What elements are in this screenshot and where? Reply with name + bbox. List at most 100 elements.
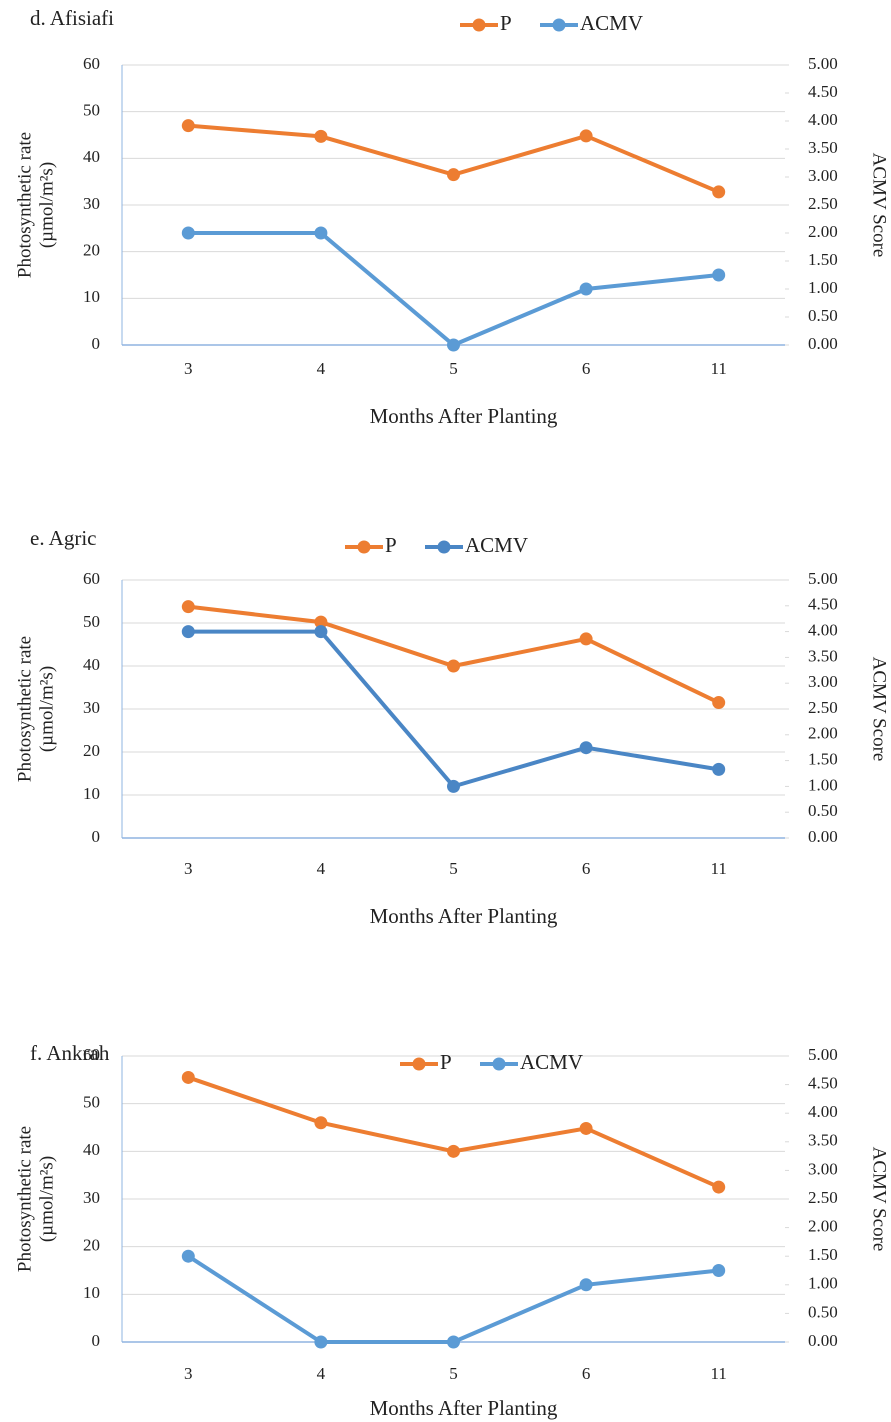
page: d. Afisiafi01020304050600.000.501.001.50… [0, 0, 891, 1422]
y2-tick-label: 5.00 [808, 54, 838, 73]
y-tick-label: 10 [83, 784, 100, 803]
data-point [580, 1278, 593, 1291]
y-tick-label: 20 [83, 1236, 100, 1255]
y2-tick-label: 0.00 [808, 1331, 838, 1350]
data-point [580, 1122, 593, 1135]
x-tick-label: 11 [711, 859, 727, 878]
data-point [182, 600, 195, 613]
y2-tick-label: 2.50 [808, 1188, 838, 1207]
legend-label: P [385, 533, 397, 557]
y2-tick-label: 0.50 [808, 801, 838, 820]
y2-tick-label: 5.00 [808, 569, 838, 588]
y2-tick-label: 0.50 [808, 306, 838, 325]
y-axis-title: (µmol/m²s) [36, 1156, 57, 1242]
legend-label: ACMV [520, 1050, 583, 1074]
data-point [314, 1116, 327, 1129]
x-tick-label: 4 [317, 1364, 326, 1383]
data-point [712, 696, 725, 709]
x-tick-label: 5 [449, 1364, 458, 1383]
x-tick-label: 6 [582, 1364, 591, 1383]
y-tick-label: 20 [83, 741, 100, 760]
y2-tick-label: 4.50 [808, 82, 838, 101]
data-point [182, 1250, 195, 1263]
y2-axis-title: ACMV Score [869, 657, 890, 762]
y-tick-label: 30 [83, 194, 100, 213]
legend-marker [553, 19, 566, 32]
x-tick-label: 5 [449, 859, 458, 878]
data-point [314, 130, 327, 143]
x-axis-title: Months After Planting [370, 904, 558, 928]
y-tick-label: 10 [83, 287, 100, 306]
data-point [447, 1145, 460, 1158]
y-axis-title: Photosynthetic rate [14, 132, 35, 278]
x-tick-label: 3 [184, 359, 193, 378]
y-tick-label: 50 [83, 612, 100, 631]
y2-tick-label: 1.50 [808, 750, 838, 769]
data-point [712, 1181, 725, 1194]
y2-tick-label: 0.00 [808, 334, 838, 353]
legend-marker [493, 1058, 506, 1071]
y2-tick-label: 4.00 [808, 110, 838, 129]
y-axis-title: Photosynthetic rate [14, 1126, 35, 1272]
y2-tick-label: 3.00 [808, 1159, 838, 1178]
x-tick-label: 6 [582, 359, 591, 378]
data-point [712, 763, 725, 776]
data-point [447, 168, 460, 181]
y2-tick-label: 0.50 [808, 1302, 838, 1321]
y2-axis-title: ACMV Score [869, 153, 890, 258]
legend-marker [473, 19, 486, 32]
series-line [188, 1077, 718, 1187]
y-tick-label: 50 [83, 101, 100, 120]
legend-label: ACMV [580, 11, 643, 35]
data-point [712, 269, 725, 282]
x-tick-label: 4 [317, 859, 326, 878]
y-tick-label: 30 [83, 1188, 100, 1207]
y2-tick-label: 2.00 [808, 222, 838, 241]
y-tick-label: 60 [83, 569, 100, 588]
y-tick-label: 20 [83, 241, 100, 260]
y-tick-label: 40 [83, 147, 100, 166]
y2-tick-label: 3.50 [808, 138, 838, 157]
data-point [314, 625, 327, 638]
data-point [314, 227, 327, 240]
series-line [188, 233, 718, 345]
y2-tick-label: 0.00 [808, 827, 838, 846]
y2-tick-label: 1.50 [808, 1245, 838, 1264]
x-tick-label: 11 [711, 359, 727, 378]
x-tick-label: 6 [582, 859, 591, 878]
data-point [580, 741, 593, 754]
y2-tick-label: 3.50 [808, 1131, 838, 1150]
y-tick-label: 40 [83, 655, 100, 674]
y-tick-label: 30 [83, 698, 100, 717]
x-axis-title: Months After Planting [370, 1396, 558, 1420]
y2-tick-label: 4.50 [808, 1074, 838, 1093]
y-tick-label: 50 [83, 1093, 100, 1112]
y-tick-label: 0 [92, 827, 101, 846]
data-point [447, 660, 460, 673]
y2-tick-label: 2.50 [808, 194, 838, 213]
y2-tick-label: 3.00 [808, 166, 838, 185]
legend-label: P [440, 1050, 452, 1074]
y2-tick-label: 1.00 [808, 1274, 838, 1293]
data-point [447, 339, 460, 352]
y-tick-label: 0 [92, 1331, 101, 1350]
y2-tick-label: 4.00 [808, 1102, 838, 1121]
data-point [314, 1336, 327, 1349]
data-point [712, 1264, 725, 1277]
data-point [447, 780, 460, 793]
data-point [182, 625, 195, 638]
y-tick-label: 10 [83, 1283, 100, 1302]
y2-tick-label: 3.00 [808, 672, 838, 691]
y2-tick-label: 4.50 [808, 595, 838, 614]
y2-tick-label: 4.00 [808, 621, 838, 640]
y-tick-label: 60 [83, 1045, 100, 1064]
data-point [447, 1336, 460, 1349]
data-point [580, 283, 593, 296]
y-axis-title: (µmol/m²s) [36, 162, 57, 248]
x-axis-title: Months After Planting [370, 404, 558, 428]
y2-tick-label: 1.50 [808, 250, 838, 269]
data-point [712, 185, 725, 198]
legend-marker [413, 1058, 426, 1071]
data-point [182, 227, 195, 240]
x-tick-label: 4 [317, 359, 326, 378]
